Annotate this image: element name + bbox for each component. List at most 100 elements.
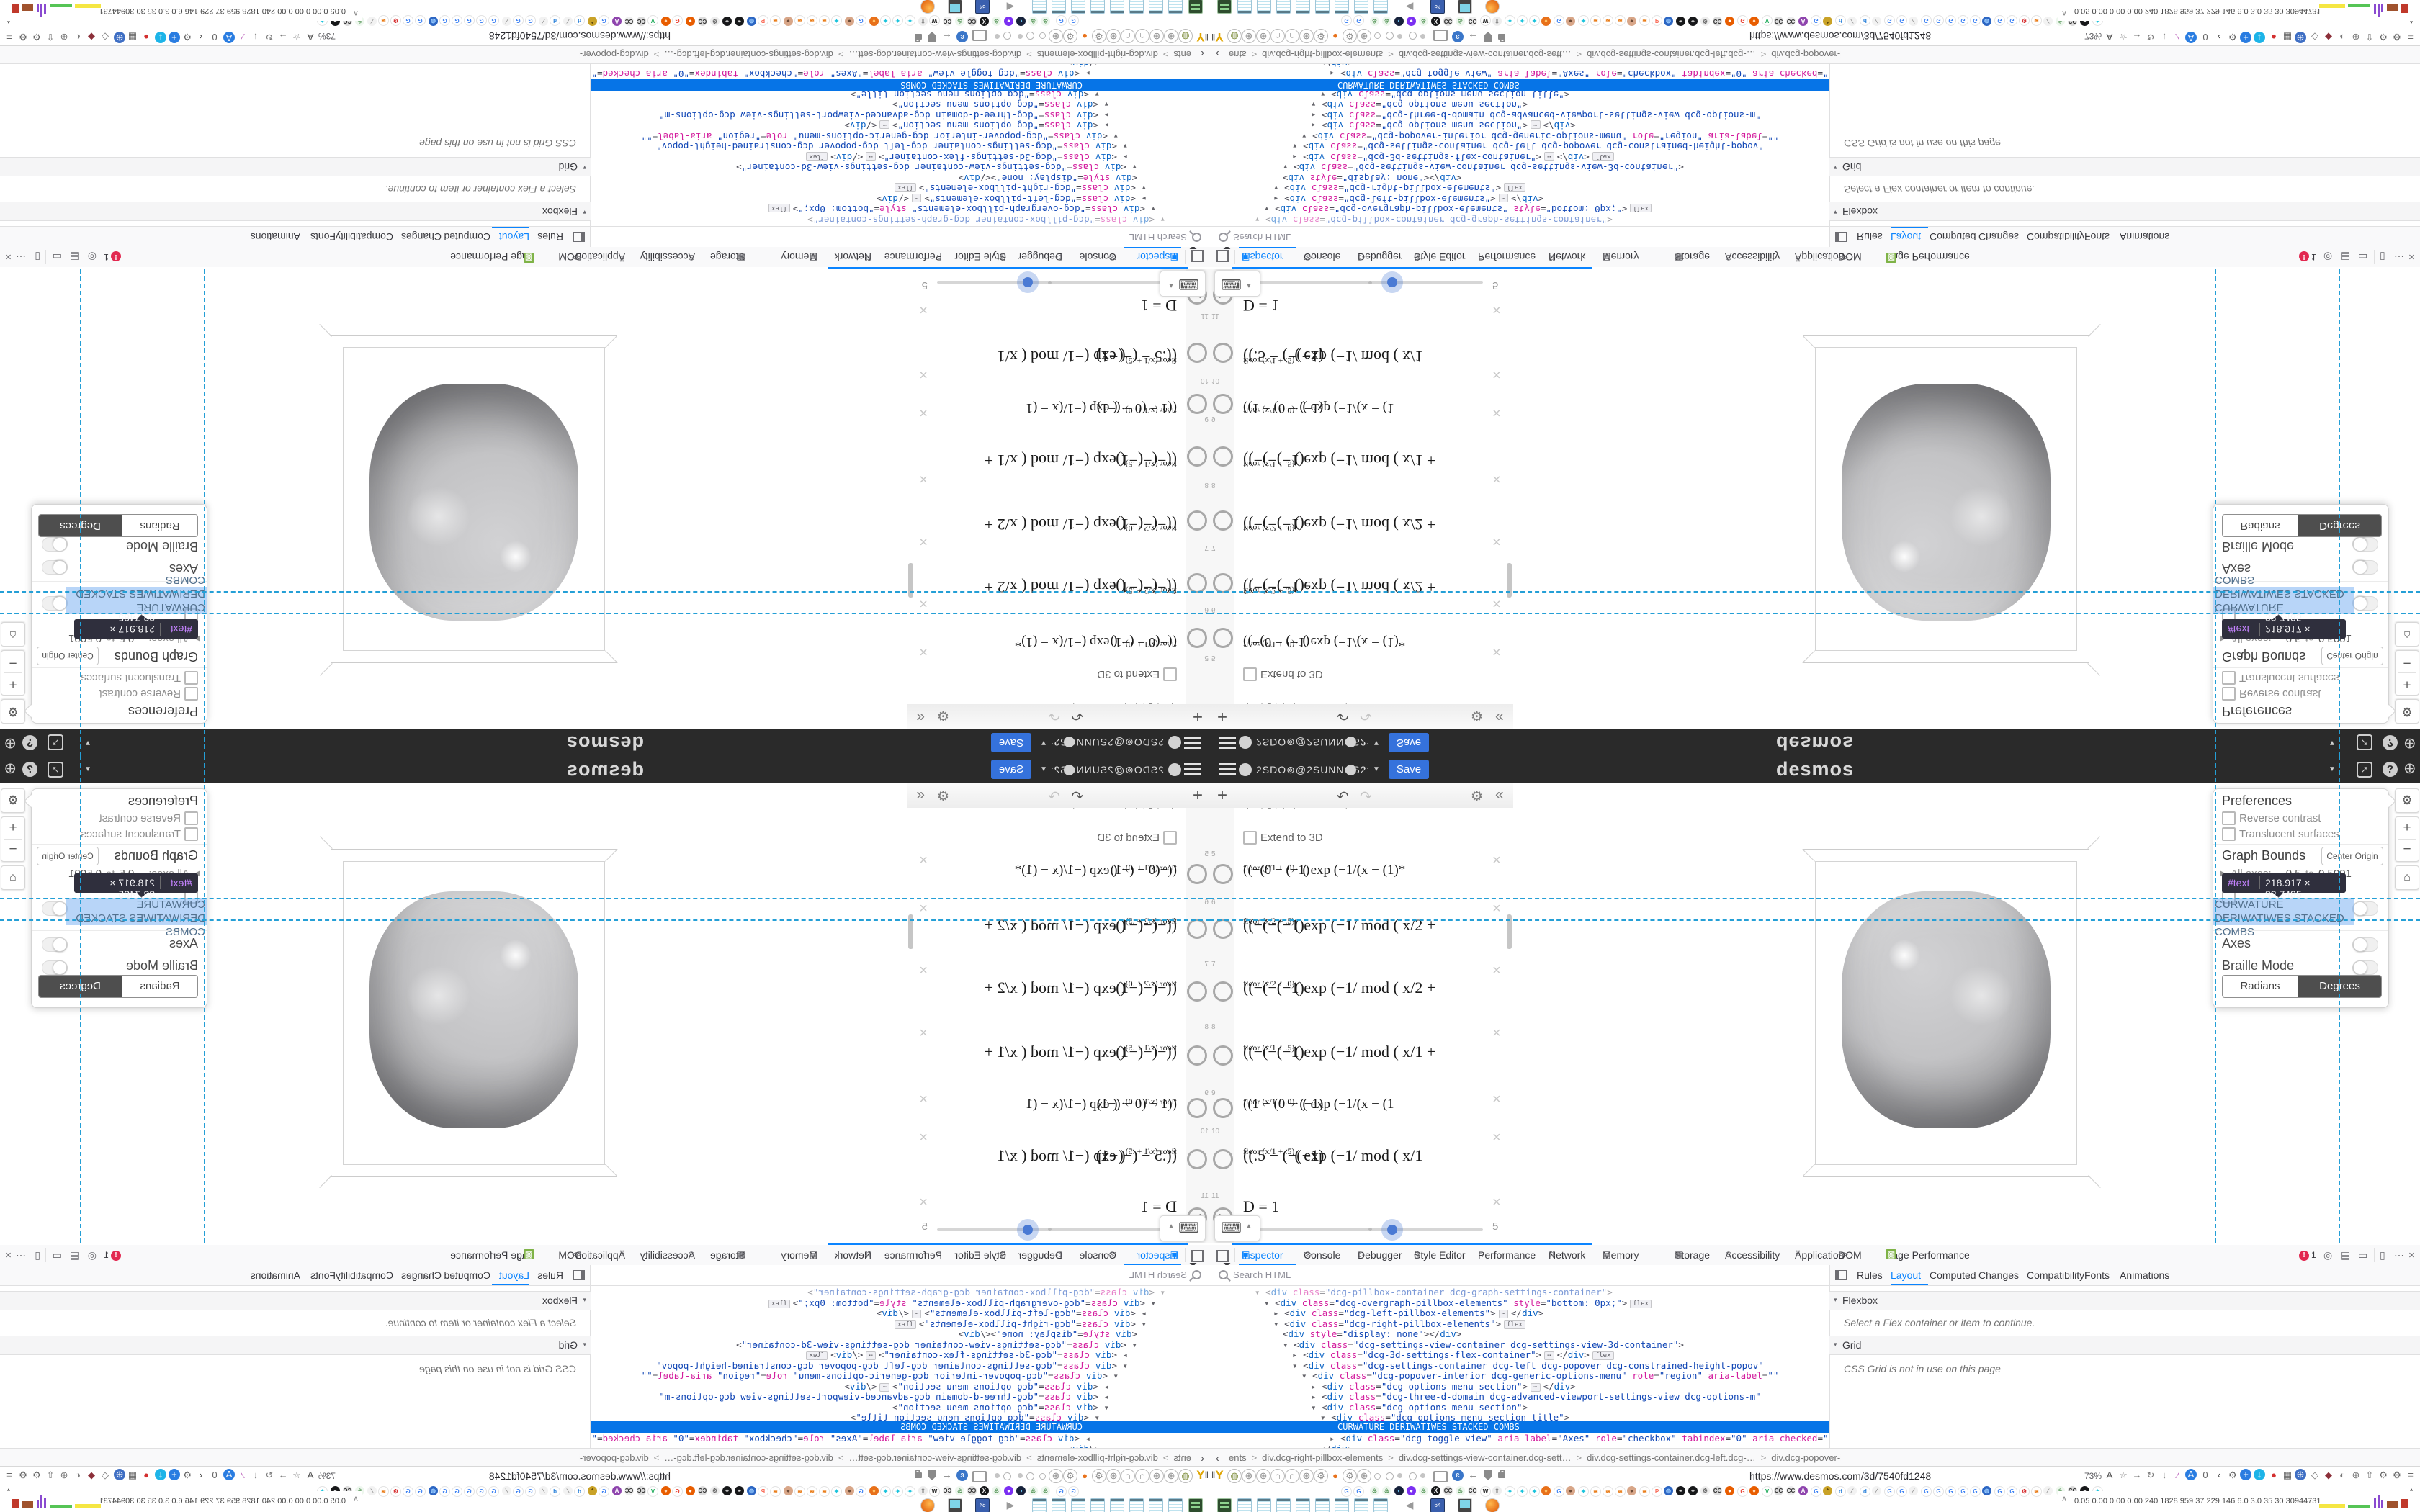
tree-line[interactable]: ▸ <div class="dcg-3d-settings-flex-conta… xyxy=(1292,152,1617,163)
tree-line[interactable]: ▾ <div class="dcg-options-menu-section"> xyxy=(892,99,1109,111)
toolbar-action-icon[interactable]: ◇ xyxy=(102,32,109,42)
tab-favicon[interactable]: ⚭ xyxy=(1676,17,1685,26)
tab-favicon[interactable]: CC xyxy=(943,17,952,26)
help-icon[interactable]: ? xyxy=(22,735,37,750)
tab-favicon[interactable]: CC xyxy=(1443,17,1453,26)
toolbar-action-icon[interactable]: ⊕ xyxy=(60,32,68,42)
tab-page-performance[interactable]: ▩ Page Performance xyxy=(1886,1249,1970,1261)
expression-math[interactable]: ((−(−(−1) floor (x/2 + .0) ( exp (−1/ mod… xyxy=(984,516,1177,534)
expression-row[interactable]: 6 × ((−(−(−1) floor (x/2 + .5) ( exp (−1/ m… xyxy=(1210,552,1513,614)
tree-line[interactable]: ▾ <div class="dcg-right-pillbox-elements… xyxy=(892,183,1147,194)
tab-favicon[interactable]: G xyxy=(1341,1486,1352,1497)
expression-math[interactable]: ((.5 − (−(−1) floor (x/1 + .5) ( exp (−1/… xyxy=(1243,1146,1423,1165)
toolbar-extension-icon[interactable]: ⊕ xyxy=(1299,29,1314,43)
tab-network[interactable]: ⇅ Network xyxy=(1549,251,1586,263)
toolbar-extension-icon[interactable]: ⊕ xyxy=(1242,1469,1256,1483)
tab-application[interactable]: ⠿ Application xyxy=(575,1249,626,1261)
avatar[interactable] xyxy=(1168,736,1181,749)
toolbar-action-icon[interactable]: ☆ xyxy=(2119,32,2128,42)
pick-element-icon[interactable] xyxy=(1189,1250,1204,1266)
tab-favicon[interactable]: W xyxy=(929,1486,940,1497)
zoom-out-button[interactable]: − xyxy=(2403,842,2411,857)
tab-favicon[interactable]: G xyxy=(1068,1486,1079,1497)
tab-application[interactable]: ⠿ Application xyxy=(575,251,626,263)
expression-row[interactable]: 8 × ((−(−(−1) floor (x/1 + .5) ( exp (−1/ m… xyxy=(1210,1022,1513,1089)
bookmark-note-icon[interactable] xyxy=(1354,1498,1368,1512)
tab-favicon[interactable]: G xyxy=(856,1486,866,1497)
expression-row[interactable]: (−(−(−1)( exp (−1/ mod ( x/2 + Extend to… xyxy=(907,808,1210,850)
tab-favicon[interactable]: ◐ xyxy=(1394,1486,1404,1495)
tab-favicon[interactable]: CC xyxy=(624,1486,634,1495)
tab-favicon[interactable]: ✦ xyxy=(892,1486,903,1497)
caret-up-icon[interactable]: ▲ xyxy=(1168,282,1175,289)
toolbar-extension-icon[interactable]: ⊕ xyxy=(1106,1469,1121,1483)
tab-favicon[interactable]: ♨ xyxy=(992,17,1001,26)
tab-favicon[interactable]: G xyxy=(1994,15,2005,26)
expression-style-circle-icon[interactable] xyxy=(1213,1045,1233,1066)
breadcrumb-item[interactable]: div.dcg-settings-container.dcg-left.dcg-… xyxy=(664,49,833,60)
bookmark-note-icon[interactable] xyxy=(1149,0,1163,14)
delete-expression-icon[interactable]: × xyxy=(919,644,928,660)
zoom-out-button[interactable]: − xyxy=(9,842,17,857)
bookmark-note-icon[interactable] xyxy=(1335,0,1349,14)
sidebar-tab-layout[interactable]: Layout xyxy=(498,1269,529,1281)
tab-favicon[interactable]: ● xyxy=(1566,1486,1575,1495)
toolbar-extension-icon[interactable]: ⚙ xyxy=(1092,29,1106,43)
sidebar-tab-computed[interactable]: Computed xyxy=(1930,231,1976,243)
toolbar-extension-icon[interactable]: ∩ xyxy=(1270,29,1285,43)
3d-surface-plot[interactable] xyxy=(1842,891,2051,1128)
tab-inspector[interactable]: ▣ Inspector xyxy=(1137,251,1178,263)
toolbar-action-icon[interactable]: ☆ xyxy=(292,32,301,42)
toolbar-extension-icon[interactable]: ◍ xyxy=(1178,1469,1193,1483)
extension-icon[interactable]: ɛ xyxy=(1452,1470,1464,1481)
toolbar-action-icon[interactable]: ▦ xyxy=(127,32,138,42)
toolbar-action-icon[interactable]: ◐ xyxy=(75,32,81,42)
toolbar-action-icon[interactable]: 0 xyxy=(2202,1470,2208,1480)
bookmark-note-icon[interactable] xyxy=(1032,1498,1047,1512)
toolbar-action-icon[interactable]: ↓ xyxy=(155,32,166,43)
expression-row[interactable]: 5 × ((−(0 − (−1) floor (x/1 + .0) · ( exp (… xyxy=(1210,613,1513,662)
tab-favicon[interactable]: CC xyxy=(967,1486,977,1495)
toolbar-action-icon[interactable]: A xyxy=(223,1469,235,1480)
html-search-bar[interactable]: Search HTML xyxy=(591,1265,1210,1286)
close-devtools-icon[interactable]: × xyxy=(5,1249,12,1261)
tree-line[interactable]: ▸ <div class="dcg-three-d-domain dcg-adv… xyxy=(1311,1391,1761,1402)
meatball-menu-icon[interactable]: ⋯ xyxy=(16,251,26,263)
tab-favicon[interactable]: ∕ xyxy=(1909,17,1918,26)
toolbar-action-icon[interactable]: ◆ xyxy=(2325,32,2332,42)
zoom-level[interactable]: 73% xyxy=(2084,1471,2102,1481)
tab-favicon[interactable]: G xyxy=(1056,1486,1067,1497)
tree-line[interactable]: ▸ <div class="dcg-left-pillbox-elements"… xyxy=(876,194,1147,204)
tab-favicon[interactable]: ♨ xyxy=(1028,1486,1038,1495)
tab-favicon[interactable]: W xyxy=(929,15,940,26)
toolbar-action-icon[interactable]: ↓ xyxy=(253,32,259,42)
tab-favicon[interactable]: G xyxy=(1945,1486,1956,1497)
extend-to-3d-checkbox[interactable] xyxy=(1163,831,1177,845)
tree-line[interactable]: ▾ <div class="dcg-pillbox-container dcg-… xyxy=(1255,215,1613,225)
toolbar-action-icon[interactable]: A xyxy=(223,32,235,43)
zoom-level[interactable]: 73% xyxy=(318,31,336,41)
tab-favicon[interactable]: ✦ xyxy=(1529,15,1540,26)
gear-icon[interactable]: ⚙ xyxy=(936,789,949,804)
tab-favicon[interactable]: CC xyxy=(1786,1486,1796,1495)
add-expression-button[interactable]: + xyxy=(1217,786,1228,805)
gear-icon[interactable]: ⚙ xyxy=(1471,789,1484,804)
split-console-icon[interactable]: ▭ xyxy=(2358,251,2368,263)
breadcrumb-item[interactable]: div.dcg-popover-interior.dcg-generic-opt… xyxy=(1771,49,1841,60)
toolbar-action-icon[interactable]: ⊕ xyxy=(60,1470,68,1480)
sidebar-toggle-icon[interactable] xyxy=(573,1270,585,1280)
delete-expression-icon[interactable]: × xyxy=(919,302,928,318)
delete-expression-icon[interactable]: × xyxy=(919,1092,928,1107)
center-origin-button[interactable]: Center Origin xyxy=(37,647,99,665)
expression-style-circle-icon[interactable] xyxy=(1213,1149,1233,1169)
toolbar-action-icon[interactable]: ▦ xyxy=(2282,32,2293,42)
tab-favicon[interactable]: ∕ xyxy=(367,17,377,26)
tab-favicon[interactable]: ⚙ xyxy=(1700,17,1710,26)
tab-favicon[interactable]: A xyxy=(612,1486,622,1495)
expression-row[interactable]: 5 × ((−(0 − (−1) floor (x/1 + .0) · ( exp (… xyxy=(907,850,1210,899)
tab-favicon[interactable]: ● xyxy=(661,17,671,26)
toolbar-extension-icon[interactable]: ⊕ xyxy=(1357,29,1371,43)
tab-favicon[interactable]: * xyxy=(1823,1486,1832,1495)
tab-favicon[interactable]: ♨ xyxy=(1419,17,1428,26)
tree-line[interactable]: ▾ <div class="dcg-settings-container dcg… xyxy=(656,141,1128,153)
